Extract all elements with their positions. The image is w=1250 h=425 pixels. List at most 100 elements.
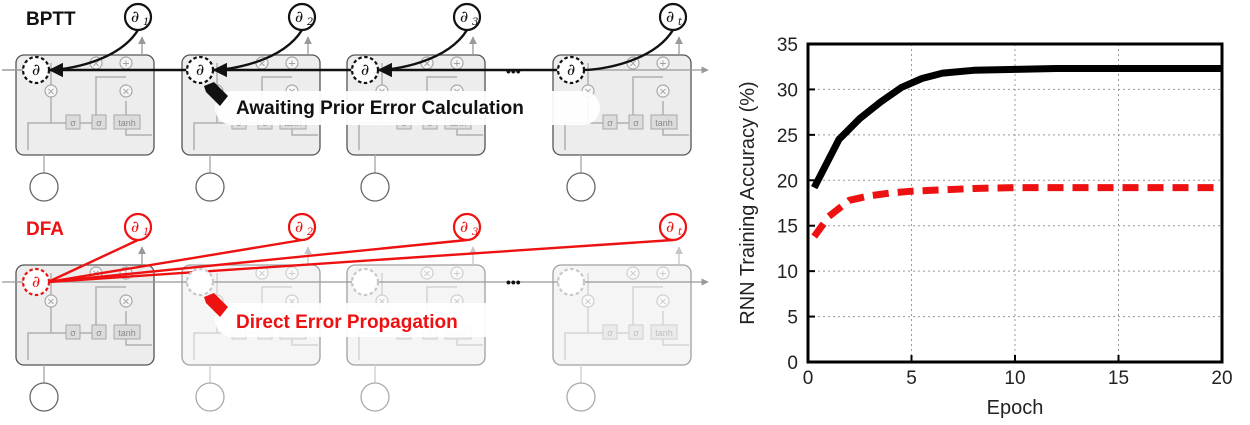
cell-gate-label: tanh [655, 118, 673, 128]
cell-gate-box [65, 324, 81, 340]
cell-op-symbol: × [423, 59, 431, 70]
cell-gate-label: σ [607, 328, 613, 338]
input-node [195, 382, 225, 412]
cell-flow-line [27, 91, 52, 150]
delta-symbol: ∂ [131, 7, 139, 26]
cell-gate-box [91, 324, 107, 340]
cell-op-symbol: × [629, 269, 637, 280]
chart-ticks: 0 5 10 15 20 0 5 10 15 20 25 30 35 [777, 35, 1233, 389]
delta-circle [556, 55, 586, 85]
delta-circle [123, 212, 153, 242]
input-node [360, 382, 390, 412]
cell-gate-box [113, 324, 141, 340]
cell-op-symbol: × [258, 269, 266, 280]
cell-op-node [656, 84, 670, 98]
bptt-error-delta-1: ∂ 1 [123, 2, 153, 32]
cell-gate-box [91, 114, 107, 130]
cell-gate-box [650, 324, 678, 340]
dfa-error-delta-t: ∂ t [658, 212, 688, 242]
delta-circle [287, 2, 317, 32]
delta-symbol: ∂ [361, 60, 369, 79]
cell-op-node [656, 56, 670, 70]
dfa-error-line [47, 238, 303, 284]
cell-op-symbol: × [584, 297, 592, 308]
y-axis-label: RNN Training Accuracy (%) [737, 81, 759, 324]
y-tick-label-25: 25 [777, 126, 798, 147]
cell-op-node [656, 294, 670, 308]
cell-op-symbol: + [659, 269, 667, 280]
y-tick-label-5: 5 [787, 308, 798, 329]
cell-op-node [119, 294, 133, 308]
input-node [566, 382, 596, 412]
cell-op-symbol: × [423, 269, 431, 280]
y-tick-label-0: 0 [787, 353, 798, 374]
delta-symbol: ∂ [131, 217, 139, 236]
delta-subscript: 3 [472, 17, 478, 28]
dfa-error-line [47, 238, 468, 284]
delta-symbol: ∂ [196, 60, 204, 79]
cell-op-node [656, 266, 670, 280]
cell-gate-label: σ [96, 118, 102, 128]
cell-op-node [626, 266, 640, 280]
delta-symbol: ∂ [295, 217, 303, 236]
input-node [29, 382, 59, 412]
cell-op-symbol: × [122, 297, 130, 308]
chart-grid [807, 43, 1223, 363]
dfa-error-delta-2: ∂ 2 [287, 212, 317, 242]
cell-op-symbol: + [288, 269, 296, 280]
delta-subscript: 3 [472, 227, 478, 238]
cell-gate-box [650, 114, 678, 130]
delta-circle [123, 2, 153, 32]
cell-flow-line [662, 101, 689, 136]
y-tick-label-20: 20 [777, 171, 798, 192]
delta-circle [556, 267, 586, 297]
delta-subscript: 1 [143, 227, 149, 238]
cell-gate-label: σ [607, 118, 613, 128]
series-line-2 [811, 184, 1222, 239]
x-tick-label-20: 20 [1211, 368, 1232, 389]
bptt-local-delta-2: ∂ [185, 55, 215, 85]
cell-flow-line [662, 311, 689, 346]
bptt-callout: Awaiting Prior Error Calculation [204, 82, 600, 125]
dfa-ellipsis: ••• [506, 274, 521, 290]
delta-symbol: ∂ [460, 217, 468, 236]
delta-circle [658, 212, 688, 242]
delta-circle [21, 267, 51, 297]
delta-circle [452, 2, 482, 32]
dfa-error-line [47, 238, 139, 284]
cell-op-symbol: + [122, 59, 130, 70]
dfa-cell-4: × × + × σ σ tanh [552, 246, 692, 412]
chart-series [811, 65, 1222, 239]
delta-circle [452, 212, 482, 242]
input-node [566, 172, 596, 202]
delta-circle [287, 212, 317, 242]
delta-symbol: ∂ [32, 272, 40, 291]
delta-symbol: ∂ [666, 7, 674, 26]
x-tick-label-5: 5 [906, 368, 917, 389]
dfa-error-line [47, 238, 674, 284]
cell-op-symbol: × [288, 297, 296, 308]
y-tick-label-10: 10 [777, 262, 798, 283]
cell-flow-line [564, 301, 589, 360]
dfa-label: DFA [26, 219, 64, 240]
delta-circle [350, 267, 380, 297]
delta-subscript: 2 [306, 17, 313, 28]
cell-op-symbol: + [288, 59, 296, 70]
cell-op-node [420, 266, 434, 280]
bptt-callout-text: Awaiting Prior Error Calculation [236, 98, 524, 119]
dfa-callout: Direct Error Propagation [204, 293, 535, 337]
cell-gate-label: σ [70, 328, 76, 338]
y-tick-label-15: 15 [777, 217, 798, 238]
cell-op-node [581, 294, 595, 308]
cell-op-symbol: × [258, 59, 266, 70]
cell-op-symbol: + [453, 59, 461, 70]
x-tick-label-0: 0 [803, 368, 814, 389]
cell-op-node [450, 266, 464, 280]
cell-gate-label: σ [70, 118, 76, 128]
cell-gate-label: tanh [655, 328, 673, 338]
delta-symbol: ∂ [460, 7, 468, 26]
cell-op-symbol: × [47, 297, 55, 308]
delta-subscript: 2 [306, 227, 313, 238]
cell-gate-label: tanh [118, 118, 136, 128]
